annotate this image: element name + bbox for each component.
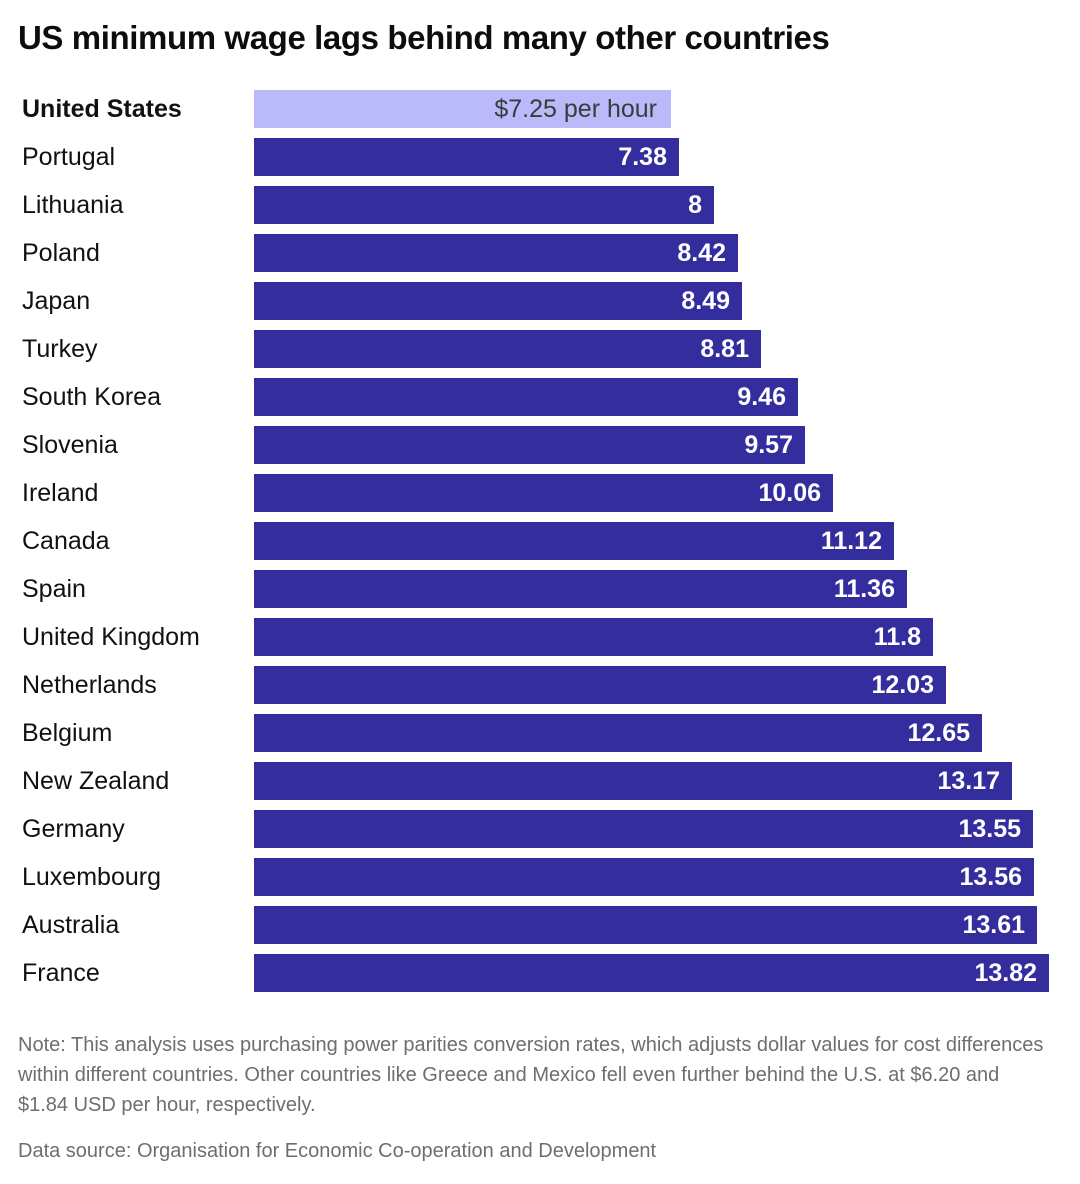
- bar-category-label: Portugal: [22, 143, 116, 171]
- bar-value-label: 12.03: [871, 671, 934, 699]
- chart-bar: 7.38: [254, 138, 679, 176]
- bar-category-label: Ireland: [22, 479, 99, 507]
- bar-category-label: Germany: [22, 815, 125, 843]
- bar-value-label: 8.49: [681, 287, 730, 315]
- bar-value-label: 13.55: [958, 815, 1021, 843]
- bar-category-label: Australia: [22, 911, 120, 939]
- bar-value-label: 13.82: [974, 959, 1037, 987]
- chart-bar-row: United Kingdom 11.8: [0, 618, 1080, 656]
- chart-bar: 12.65: [254, 714, 982, 752]
- bar-value-label: 12.65: [907, 719, 970, 747]
- bar-value-label: 13.17: [937, 767, 1000, 795]
- bar-category-label: Japan: [22, 287, 91, 315]
- bar-category-label: Spain: [22, 575, 86, 603]
- chart-bar: 9.57: [254, 426, 805, 464]
- bar-category-label: France: [22, 959, 100, 987]
- chart-bar-row: South Korea 9.46: [0, 378, 1080, 416]
- chart-note: Note: This analysis uses purchasing powe…: [18, 1034, 1044, 1116]
- chart-bar: 10.06: [254, 474, 833, 512]
- bar-category-label: Luxembourg: [22, 863, 161, 891]
- bar-value-label: 9.57: [744, 431, 793, 459]
- bar-value-label: 13.56: [959, 863, 1022, 891]
- bar-category-label: Lithuania: [22, 191, 124, 219]
- chart-plot-area: United States $7.25 per hour Portugal 7.38 L…: [0, 90, 1080, 992]
- bar-category-label: Belgium: [22, 719, 113, 747]
- bar-value-label: 10.06: [758, 479, 821, 507]
- chart-bar-row: Japan 8.49: [0, 282, 1080, 320]
- chart-bar: 13.55: [254, 810, 1033, 848]
- bar-category-label: South Korea: [22, 383, 161, 411]
- chart-bar: 11.8: [254, 618, 933, 656]
- chart-bar-row: Ireland 10.06: [0, 474, 1080, 512]
- bar-value-label: 8: [688, 191, 702, 219]
- chart-bar: 8.42: [254, 234, 738, 272]
- bar-value-label: 9.46: [737, 383, 786, 411]
- chart-bar-row: Turkey 8.81: [0, 330, 1080, 368]
- bar-value-label: $7.25 per hour: [494, 95, 657, 123]
- chart-bar: 11.12: [254, 522, 894, 560]
- bar-category-label: Canada: [22, 527, 110, 555]
- chart-bar-row: Belgium 12.65: [0, 714, 1080, 752]
- bar-category-label: United Kingdom: [22, 623, 200, 651]
- chart-bar: 11.36: [254, 570, 907, 608]
- bar-category-label: Poland: [22, 239, 100, 267]
- chart-bar: 13.17: [254, 762, 1012, 800]
- chart-bar-row: Netherlands 12.03: [0, 666, 1080, 704]
- chart-bar-row: Canada 11.12: [0, 522, 1080, 560]
- chart-bar: 8.81: [254, 330, 761, 368]
- chart-bar: 9.46: [254, 378, 798, 416]
- bar-value-label: 7.38: [618, 143, 667, 171]
- chart-bar-row: Poland 8.42: [0, 234, 1080, 272]
- bar-category-label: Slovenia: [22, 431, 118, 459]
- chart-bar: $7.25 per hour: [254, 90, 671, 128]
- chart-bar-row: Slovenia 9.57: [0, 426, 1080, 464]
- bar-category-label: Turkey: [22, 335, 98, 363]
- chart-bar-row: Portugal 7.38: [0, 138, 1080, 176]
- bar-category-label: United States: [22, 95, 182, 123]
- bar-value-label: 8.81: [700, 335, 749, 363]
- bar-value-label: 11.12: [820, 527, 882, 555]
- chart-bar-row: Luxembourg 13.56: [0, 858, 1080, 896]
- bar-value-label: 11.8: [873, 623, 921, 651]
- bar-value-label: 13.61: [962, 911, 1025, 939]
- chart-bar-row: New Zealand 13.17: [0, 762, 1080, 800]
- bar-value-label: 8.42: [677, 239, 726, 267]
- chart-bar-row: Lithuania 8: [0, 186, 1080, 224]
- chart-bar-row: France 13.82: [0, 954, 1080, 992]
- chart-bar: 8.49: [254, 282, 742, 320]
- chart-bar: 13.56: [254, 858, 1034, 896]
- chart-bar-row: Spain 11.36: [0, 570, 1080, 608]
- chart-bar-row: United States $7.25 per hour: [0, 90, 1080, 128]
- chart-data-source: Data source: Organisation for Economic C…: [18, 1140, 657, 1162]
- chart-bar: 12.03: [254, 666, 946, 704]
- bar-category-label: New Zealand: [22, 767, 170, 795]
- chart-bar: 8: [254, 186, 714, 224]
- bar-category-label: Netherlands: [22, 671, 157, 699]
- chart-bar: 13.61: [254, 906, 1037, 944]
- chart-bar-row: Germany 13.55: [0, 810, 1080, 848]
- chart-footer: Note: This analysis uses purchasing powe…: [18, 1030, 1058, 1166]
- chart-bar: 13.82: [254, 954, 1049, 992]
- chart-bar-row: Australia 13.61: [0, 906, 1080, 944]
- bar-value-label: 11.36: [833, 575, 895, 603]
- page-title: US minimum wage lags behind many other c…: [18, 19, 830, 56]
